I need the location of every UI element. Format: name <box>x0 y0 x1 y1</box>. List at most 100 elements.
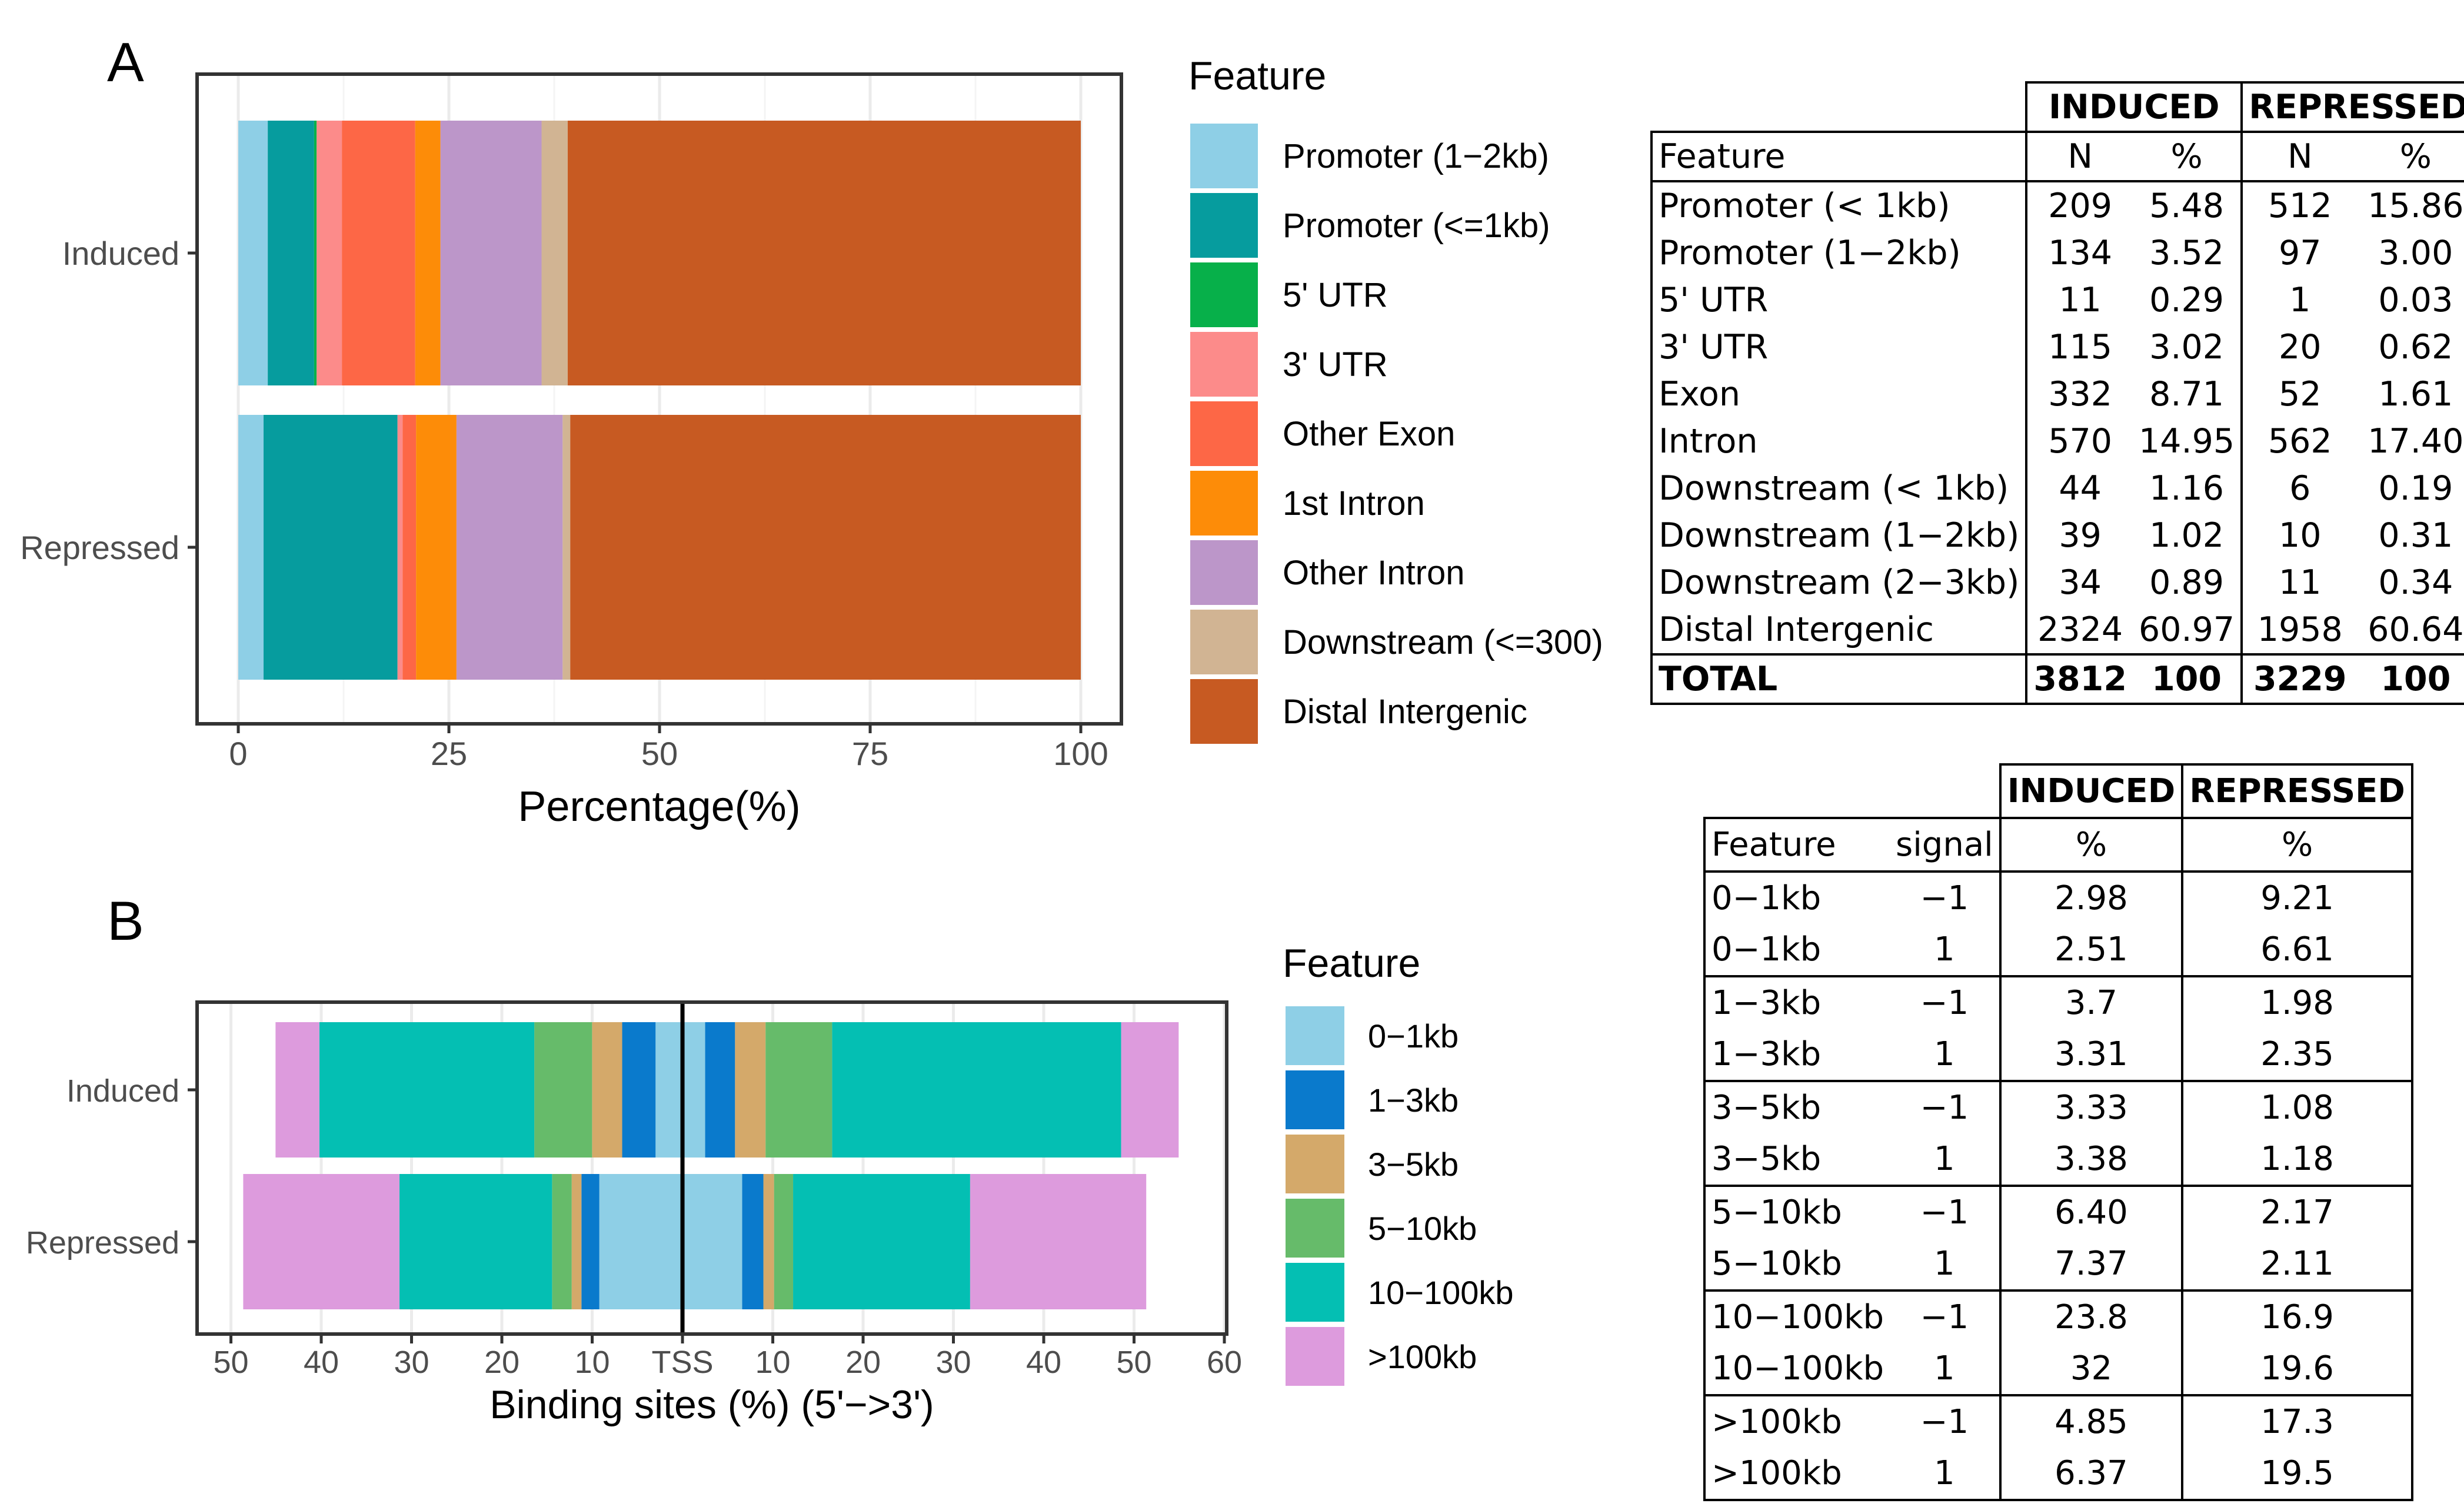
chart-b-x-tick-label: 10 <box>755 1345 790 1380</box>
table-a-induced-pct-cell: 8.71 <box>2133 371 2243 418</box>
table-a-repressed-pct-cell: 0.34 <box>2357 559 2464 606</box>
table-a-induced-n-cell: 2324 <box>2037 610 2123 649</box>
legend-b-label-10-100kb: 10−100kb <box>1368 1274 1514 1311</box>
table-a-induced-n-cell: 44 <box>2059 468 2102 508</box>
table-b-repressed-pct-cell: 1.08 <box>2182 1081 2413 1133</box>
table-b-signal-col-header: signal <box>1890 817 2002 873</box>
table-b-repressed-pct-cell: 17.3 <box>2182 1395 2413 1448</box>
table-a-induced-n-cell: 209 <box>2048 186 2113 225</box>
table-a-repressed-pct-cell: 15.86 <box>2357 181 2464 230</box>
table-b-feature-cell: >100kb <box>1703 1448 1890 1501</box>
table-a-total-repressed-n: 3229 <box>2242 653 2358 705</box>
table-a-induced-pct-cell: 14.95 <box>2133 418 2243 465</box>
table-b-signal-cell: −1 <box>1890 1081 2002 1133</box>
table-b-feature-cell: 3−5kb <box>1703 1133 1890 1187</box>
legend-b-key-0-1kb <box>1286 1006 1344 1065</box>
chart-b-x-tick-label: 30 <box>394 1345 429 1380</box>
table-b-row: 1−3kb 1 3.31 2.35 <box>1703 1029 2413 1082</box>
chart-b-x-tick-label: 20 <box>845 1345 881 1380</box>
table-b-row: 1−3kb −1 3.7 1.98 <box>1703 976 2413 1029</box>
table-a-induced-n-cell: 34 <box>2059 563 2102 602</box>
table-a-repressed-pct-cell: 0.19 <box>2357 465 2464 512</box>
table-b-repressed-pct-cell: 1.18 <box>2182 1133 2413 1187</box>
table-b-repressed-pct-cell: 1.98 <box>2182 976 2413 1029</box>
chart-b-x-tick-label: 40 <box>304 1345 339 1380</box>
table-a-feature-cell: Downstream (2−3kb) <box>1650 559 2028 606</box>
table-b-repressed-header: REPRESSED <box>2182 763 2413 818</box>
legend-b-label-5-10kb: 5−10kb <box>1368 1210 1477 1247</box>
table-b-induced-pct-cell: 2.98 <box>2000 872 2184 924</box>
bar-induced-downstream-10-100kb <box>832 1022 1121 1158</box>
bar-repressed-downstream-300 <box>562 415 571 680</box>
table-a-column-header-row: Feature N % N % <box>1650 131 2464 181</box>
table-b-induced-pct-cell: 7.37 <box>2000 1238 2184 1292</box>
chart-b-x-axis-title: Binding sites (%) (5'−>3') <box>490 1382 934 1427</box>
table-b-repressed-pct-cell: 2.17 <box>2182 1186 2413 1238</box>
bar-repressed-downstream-5-10kb <box>774 1174 794 1309</box>
chart-a-x-tick-label: 100 <box>1053 735 1108 772</box>
bar-induced-downstream-0-1kb <box>682 1022 705 1158</box>
chart-a-y-tick-label: Repressed <box>20 529 179 566</box>
bar-induced-downstream-3-5kb <box>735 1022 766 1158</box>
table-a-row: Downstream (< 1kb) 44 1.16 6 0.19 <box>1650 465 2464 512</box>
legend-a-label-other-intron: Other Intron <box>1283 554 1464 592</box>
chart-b-x-tick-label: 30 <box>935 1345 971 1380</box>
table-b-induced-pct-cell: 2.51 <box>2000 924 2184 977</box>
table-a-repressed-pct-cell: 1.61 <box>2357 371 2464 418</box>
table-b-group-header-row: INDUCED REPRESSED <box>1704 763 2413 818</box>
table-a-group-header-row: INDUCED REPRESSED <box>1651 81 2464 132</box>
table-a-induced-pct-cell: 60.97 <box>2133 606 2243 654</box>
panel-b-label: B <box>107 890 144 952</box>
table-b-induced-header: INDUCED <box>1999 763 2184 818</box>
table-b-signal-cell: 1 <box>1890 1029 2002 1082</box>
table-a-induced-pct-cell: 3.02 <box>2133 324 2243 371</box>
bar-induced-downstream-300 <box>541 121 568 385</box>
table-a-row: Exon 332 8.71 52 1.61 <box>1650 371 2464 418</box>
legend-b-label-100kb: >100kb <box>1368 1338 1477 1375</box>
table-a-total-row: TOTAL 3812 100 3229 100 <box>1650 653 2464 705</box>
table-a-repressed-pct-cell: 17.40 <box>2357 418 2464 465</box>
table-a-induced-pct-cell: 1.02 <box>2133 512 2243 559</box>
table-b-induced-pct-cell: 4.85 <box>2000 1395 2184 1448</box>
table-a-induced-pct-cell: 0.89 <box>2133 559 2243 606</box>
table-b-repressed-pct-cell: 9.21 <box>2182 872 2413 924</box>
legend-a-key-3-utr <box>1190 332 1258 397</box>
table-a-feature-cell: 3' UTR <box>1650 324 2028 371</box>
table-b-feature-cell: 10−100kb <box>1703 1291 1890 1343</box>
table-b-row: 0−1kb 1 2.51 6.61 <box>1703 924 2413 977</box>
table-b-column-header-row: Feature signal % % <box>1703 817 2413 873</box>
legend-a-label-promoter-1kb: Promoter (<=1kb) <box>1283 207 1550 245</box>
chart-a-x-tick-label: 50 <box>641 735 678 772</box>
bar-repressed-downstream-100kb <box>970 1174 1147 1309</box>
legend-b-key-100kb <box>1286 1327 1344 1386</box>
bar-induced-upstream-10-100kb <box>319 1022 535 1158</box>
chart-b-x-tick-label: 50 <box>1116 1345 1151 1380</box>
table-a-induced-pct-header: % <box>2133 131 2243 181</box>
table-a-repressed-header: REPRESSED <box>2242 81 2464 132</box>
table-a-row: Distal Intergenic 2324 60.97 1958 60.64 <box>1650 606 2464 654</box>
table-b-feature-cell: 5−10kb <box>1703 1186 1890 1238</box>
table-a-feature-cell: Intron <box>1650 418 2028 465</box>
panel-a-label: A <box>107 31 144 93</box>
table-a-repressed-pct-header: % <box>2357 131 2464 181</box>
bar-repressed-downstream-10-100kb <box>793 1174 970 1309</box>
chart-b-x-tick-label: 40 <box>1026 1345 1061 1380</box>
table-b-row: >100kb −1 4.85 17.3 <box>1703 1395 2413 1448</box>
table-a-row: Downstream (1−2kb) 39 1.02 10 0.31 <box>1650 512 2464 559</box>
table-b-row: >100kb 1 6.37 19.5 <box>1703 1448 2413 1501</box>
table-a-row: Intron 570 14.95 562 17.40 <box>1650 418 2464 465</box>
bar-induced-downstream-100kb <box>1121 1022 1179 1158</box>
table-b-induced-pct-cell: 3.31 <box>2000 1029 2184 1082</box>
bar-induced-5-utr <box>314 121 317 385</box>
table-b-row: 10−100kb 1 32 19.6 <box>1703 1343 2413 1396</box>
table-b-row: 5−10kb −1 6.40 2.17 <box>1703 1186 2413 1238</box>
bar-repressed-upstream-1-3kb <box>581 1174 600 1309</box>
bar-induced-promoter-1kb <box>268 121 314 385</box>
table-a-row: Downstream (2−3kb) 34 0.89 11 0.34 <box>1650 559 2464 606</box>
bar-induced-promoter-1-2kb <box>238 121 268 385</box>
table-b-repressed-pct-header: % <box>2182 817 2413 873</box>
chart-b-plot-border <box>195 1000 1228 1336</box>
bar-repressed-downstream-1-3kb <box>742 1174 764 1309</box>
table-a-induced-pct-cell: 1.16 <box>2133 465 2243 512</box>
bar-repressed-upstream-3-5kb <box>571 1174 582 1309</box>
